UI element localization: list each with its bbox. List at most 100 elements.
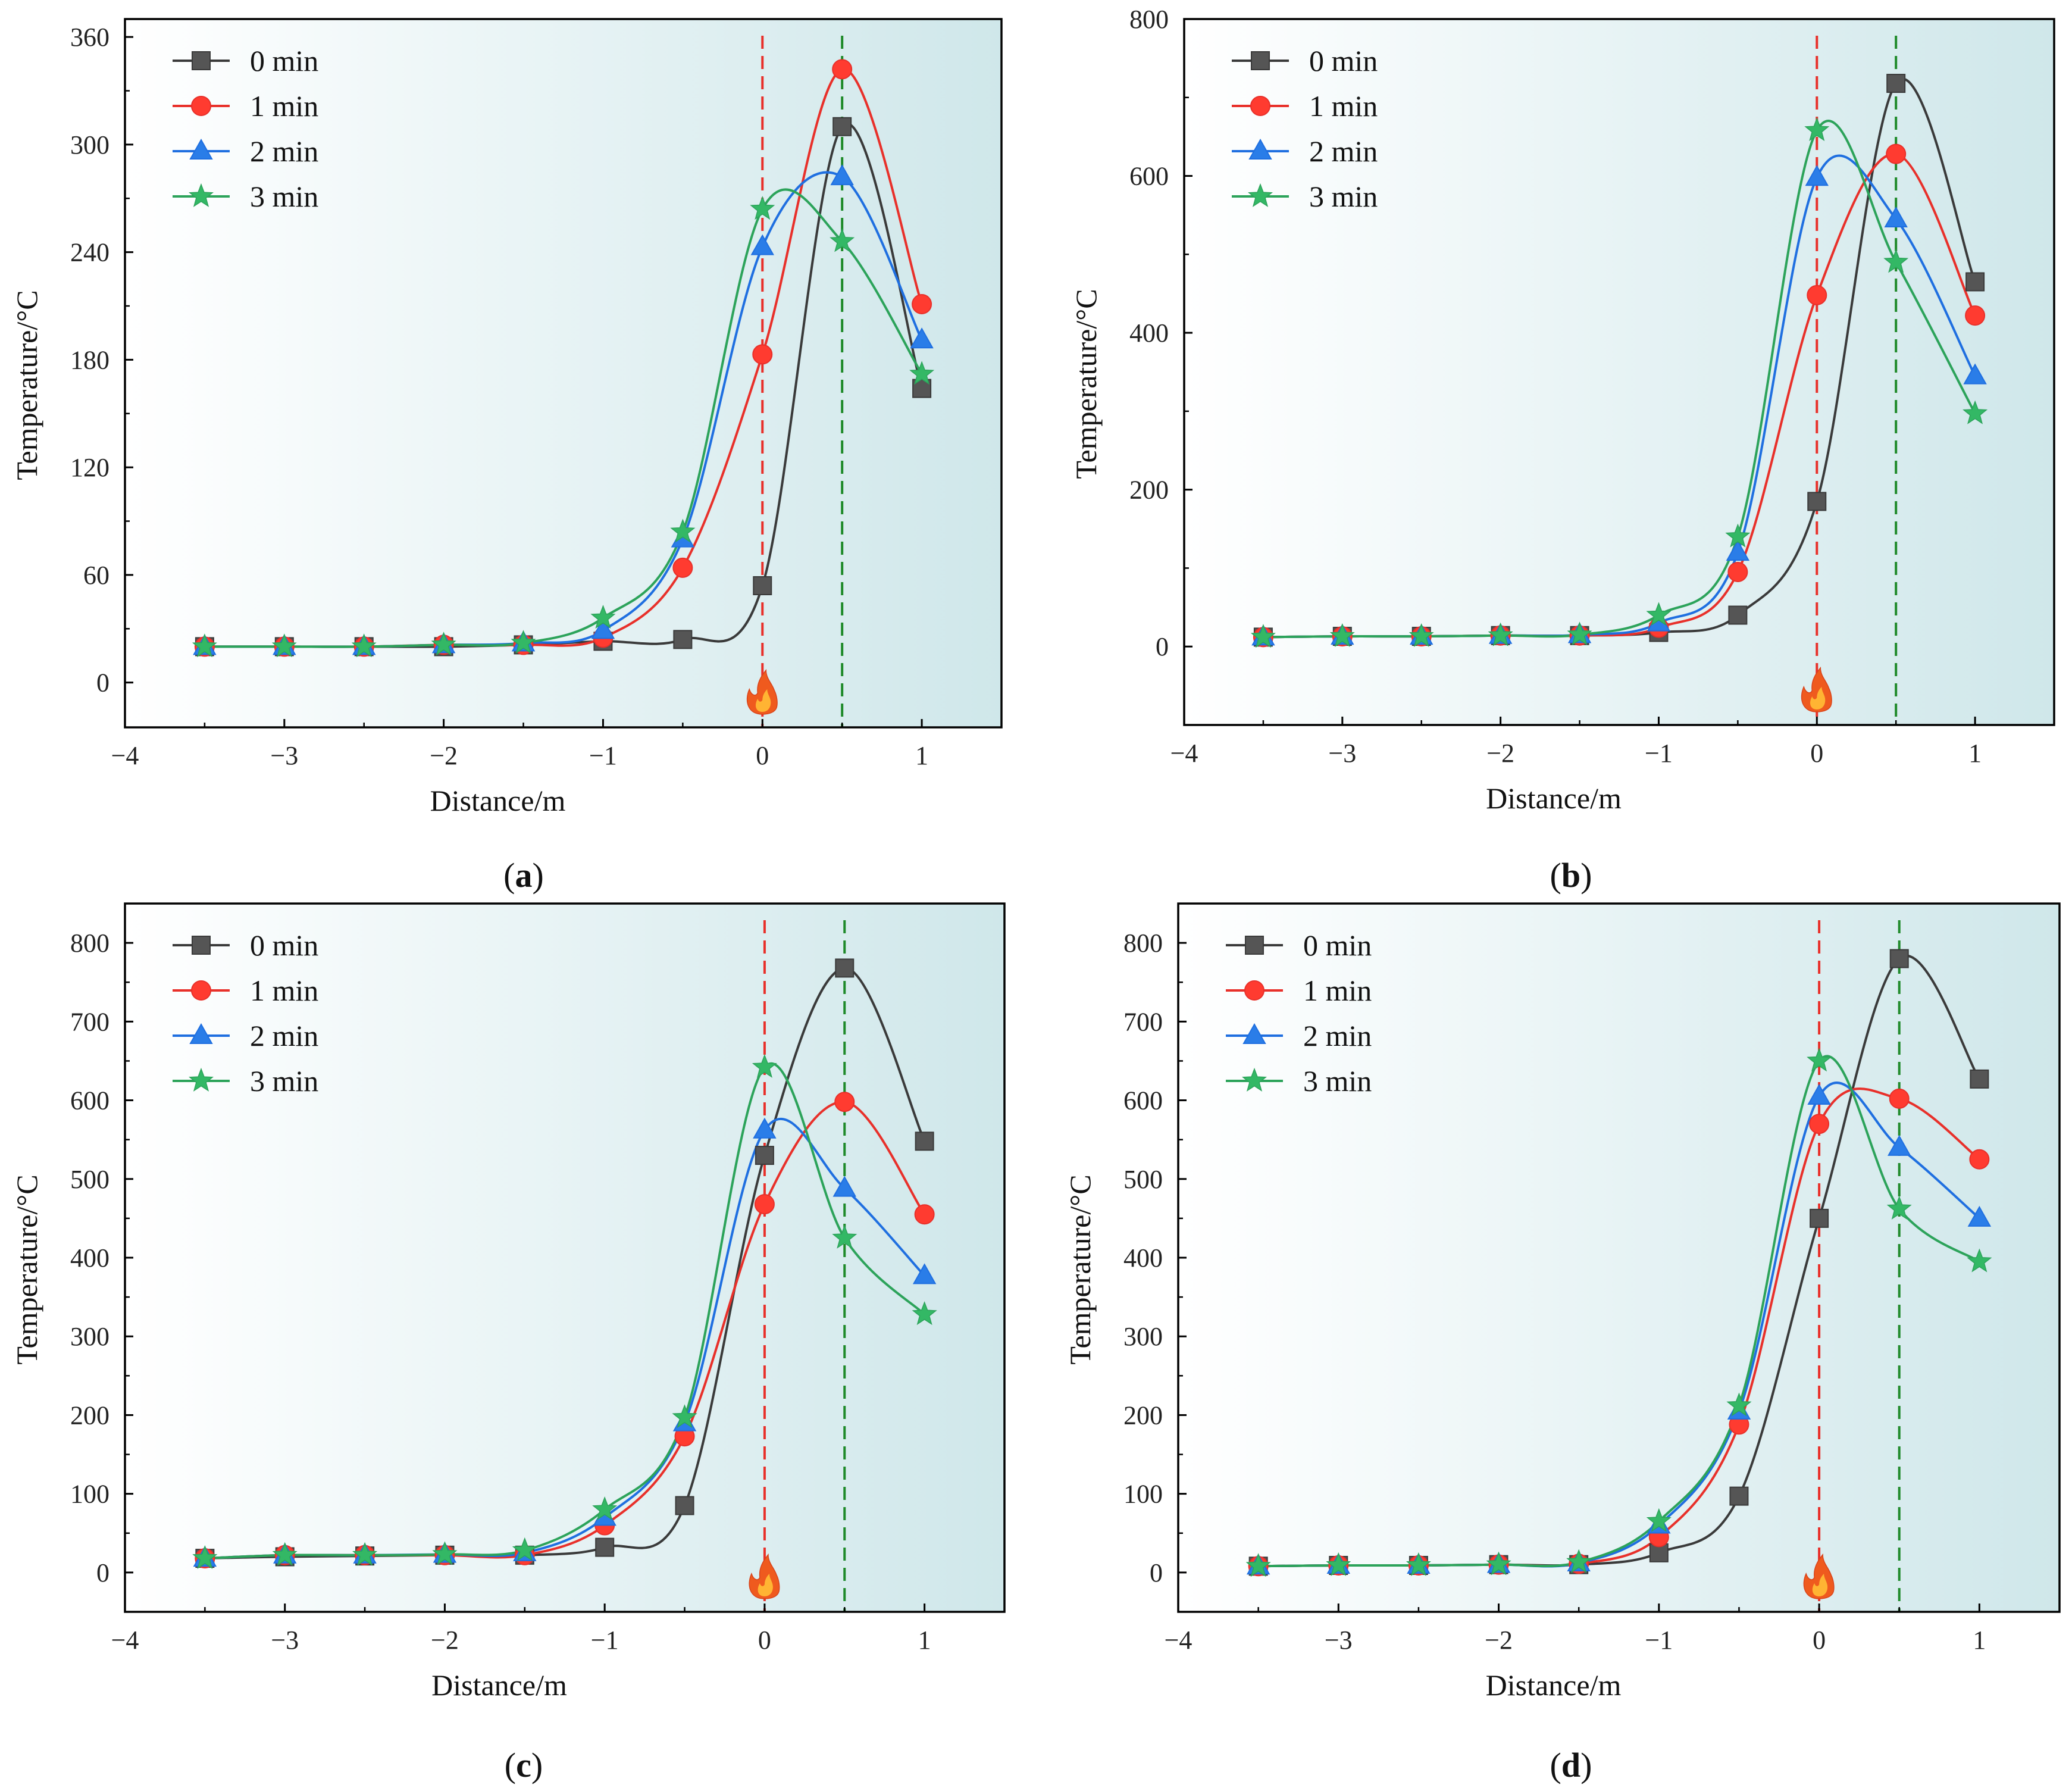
y-axis-title: Temperature/°C	[1069, 289, 1103, 479]
legend-label: 0 min	[250, 44, 318, 77]
data-point-1-8	[1889, 1088, 1910, 1109]
data-point-3-3	[432, 1541, 458, 1565]
legend-label: 0 min	[1303, 929, 1372, 962]
y-tick-label: 800	[1123, 929, 1163, 958]
y-tick-label: 700	[70, 1007, 109, 1036]
data-point-0-9	[915, 1132, 934, 1151]
data-point-0-7	[1807, 492, 1827, 511]
y-tick-label: 0	[96, 1558, 109, 1587]
x-tick-label: −1	[589, 741, 617, 770]
data-point-3-3	[1488, 622, 1513, 646]
data-point-2-9	[1963, 363, 1987, 385]
y-tick-label: 600	[1123, 1086, 1163, 1115]
legend-marker	[189, 1023, 213, 1044]
legend-item: 0 min	[173, 929, 318, 962]
data-point-0-8	[1886, 74, 1906, 93]
data-point-3-2	[1406, 1552, 1431, 1576]
data-point-1-8	[1886, 143, 1907, 164]
data-point-2-7	[1805, 165, 1829, 186]
data-point-0-6	[675, 1496, 694, 1515]
data-point-3-8	[1883, 249, 1909, 273]
legend-label: 1 min	[250, 89, 318, 123]
series-line-3	[204, 188, 923, 648]
legend-marker	[191, 96, 211, 116]
legend-item: 2 min	[173, 135, 318, 168]
y-tick-label: 200	[1123, 1401, 1163, 1430]
x-tick-label: 0	[756, 741, 769, 770]
data-point-1-7	[752, 344, 773, 365]
x-tick-label: −2	[430, 741, 458, 770]
data-point-0-8	[832, 117, 852, 136]
chart-panel-b: −4 −3 −2 −1 0 1 0 200 400 600 800 Distance/m Tempera…	[1069, 5, 2055, 895]
data-point-2-7	[750, 234, 774, 255]
legend-item: 0 min	[1232, 44, 1378, 77]
legend-marker	[192, 51, 211, 70]
panel-caption: (c)	[505, 1746, 543, 1784]
x-tick-label: −1	[1645, 739, 1673, 768]
x-tick-label: 0	[758, 1626, 771, 1655]
y-tick-label: 800	[1129, 5, 1169, 34]
data-point-3-5	[592, 1496, 618, 1521]
data-point-3-8	[832, 1224, 857, 1249]
y-tick-label: 60	[83, 561, 109, 590]
data-point-3-3	[431, 632, 456, 656]
data-point-3-1	[1329, 623, 1355, 648]
y-tick-label: 500	[1123, 1165, 1163, 1194]
y-axis-title: Temperature/°C	[1063, 1174, 1097, 1364]
data-point-0-8	[1889, 949, 1909, 968]
fire-icon	[1803, 1553, 1835, 1599]
y-tick-label: 100	[70, 1480, 109, 1509]
y-tick-label: 100	[1123, 1480, 1163, 1509]
y-tick-label: 0	[96, 668, 109, 698]
data-point-2-5	[591, 618, 615, 639]
legend-marker	[1247, 183, 1273, 207]
legend-item: 1 min	[1226, 974, 1372, 1007]
data-point-3-4	[1567, 621, 1592, 646]
legend-label: 3 min	[250, 1064, 318, 1098]
data-point-3-0	[192, 633, 217, 658]
x-tick-label: 1	[1968, 739, 1982, 768]
data-point-2-8	[1888, 1134, 1911, 1156]
data-point-2-9	[1967, 1205, 1992, 1227]
data-point-3-1	[1326, 1552, 1351, 1576]
x-axis-title: Distance/m	[431, 1668, 567, 1702]
legend-item: 2 min	[173, 1019, 318, 1052]
legend: 0 min 1 min 2 min 3 min	[173, 929, 318, 1098]
legend-marker	[1242, 1023, 1266, 1044]
legend-marker	[189, 138, 213, 160]
legend-item: 0 min	[173, 44, 318, 77]
y-tick-label: 120	[70, 453, 109, 482]
data-point-1-9	[1965, 305, 1986, 326]
y-axis-title: Temperature/°C	[10, 1174, 43, 1364]
x-tick-label: 1	[1973, 1626, 1986, 1655]
data-point-1-6	[672, 557, 693, 578]
legend-item: 1 min	[1232, 89, 1378, 123]
x-tick-label: 0	[1813, 1626, 1826, 1655]
legend-marker	[1244, 980, 1265, 1001]
data-point-3-9	[1963, 400, 1988, 424]
data-point-3-1	[272, 1542, 298, 1566]
y-tick-label: 500	[70, 1165, 109, 1194]
data-point-0-9	[1970, 1069, 1989, 1089]
data-point-3-5	[1646, 1508, 1672, 1532]
legend-marker	[188, 183, 214, 207]
x-tick-label: 0	[1810, 739, 1823, 768]
data-point-3-6	[670, 518, 696, 543]
x-tick-label: −3	[270, 741, 298, 770]
data-point-0-6	[1728, 605, 1748, 625]
legend-label: 1 min	[1309, 89, 1378, 123]
legend-label: 1 min	[250, 974, 318, 1007]
data-point-3-0	[1245, 1553, 1271, 1577]
legend-label: 2 min	[1309, 135, 1378, 168]
legend-label: 3 min	[250, 180, 318, 213]
plot-background	[1178, 904, 2060, 1612]
legend-item: 3 min	[1226, 1064, 1372, 1098]
y-tick-label: 360	[70, 23, 109, 52]
data-point-3-1	[271, 633, 297, 658]
fire-icon	[1801, 666, 1832, 712]
legend-item: 0 min	[1226, 929, 1372, 962]
legend-item: 2 min	[1232, 135, 1378, 168]
legend-label: 1 min	[1303, 974, 1372, 1007]
legend-item: 1 min	[173, 89, 318, 123]
y-tick-label: 300	[70, 1322, 109, 1351]
